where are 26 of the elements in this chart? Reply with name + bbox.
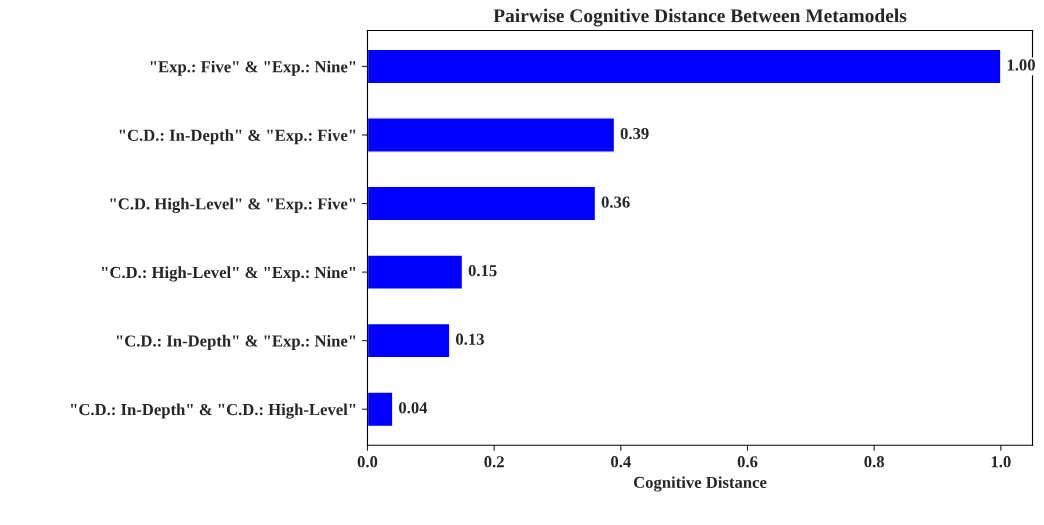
data-label: 0.36 — [601, 196, 630, 208]
y-tick-label: "C.D.: In-Depth" & "Exp.: Nine" — [116, 334, 356, 350]
y-tick-label: "C.D.: In-Depth" & "C.D.: High-Level" — [71, 403, 356, 419]
y-tick-label: "C.D.: In-Depth" & "Exp.: Five" — [119, 129, 356, 145]
x-tick-label: 0.4 — [611, 456, 631, 468]
bar — [367, 185, 597, 222]
bar — [367, 322, 451, 359]
x-axis-title: Cognitive Distance — [633, 476, 767, 492]
y-tick-label: "Exp.: Five" & "Exp.: Nine" — [150, 60, 356, 76]
y-tick-label: "C.D.: High-Level" & "Exp.: Nine" — [102, 266, 356, 282]
x-tick-label: 0.8 — [864, 456, 885, 468]
chart-title: Pairwise Cognitive Distance Between Metamodels — [493, 8, 907, 27]
bar — [367, 254, 464, 290]
data-label: 0.04 — [399, 402, 428, 414]
bar — [367, 391, 394, 428]
data-label: 0.15 — [468, 265, 497, 277]
x-tick-label: 0.0 — [357, 456, 378, 468]
bar — [367, 117, 616, 153]
data-label: 0.13 — [456, 333, 484, 345]
data-label: 1.00 — [1007, 59, 1035, 71]
bar — [367, 48, 1002, 85]
y-tick-label: "C.D. High-Level" & "Exp.: Five" — [110, 197, 356, 214]
x-tick-label: 0.2 — [484, 456, 504, 468]
x-tick-label: 0.6 — [737, 456, 758, 468]
x-tick-label: 1.0 — [991, 456, 1011, 468]
data-label: 0.39 — [620, 127, 649, 140]
